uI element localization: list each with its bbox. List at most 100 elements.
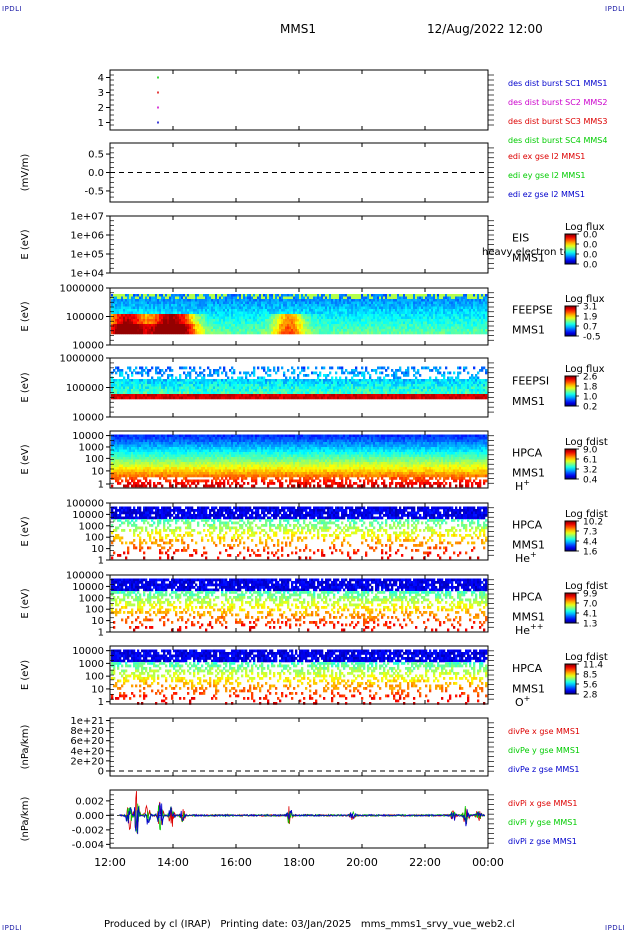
y-tick-label: 2 <box>98 103 104 114</box>
spacecraft-label: MMS1 <box>512 467 545 480</box>
colorbar-tick-label: 8.5 <box>583 671 597 681</box>
y-tick-label: 100000 <box>66 383 104 394</box>
y-axis-label: E (eV) <box>20 444 31 474</box>
legend-des-dist-burst-sc2-mms2: des dist burst SC2 MMS2 <box>508 98 607 107</box>
colorbar-tick-label: 1.9 <box>583 313 598 323</box>
y-tick-label: 4 <box>98 73 104 84</box>
legend-divpi-z-gse-mms1: divPi z gse MMS1 <box>508 837 577 846</box>
y-tick-label: 8e+20 <box>70 726 104 737</box>
heatmap-cells <box>111 294 488 335</box>
colorbar-tick-label: 7.3 <box>583 528 597 538</box>
colorbar-tick-label: 3.2 <box>583 466 597 476</box>
instrument-label: FEEPSE <box>512 304 553 317</box>
burst-marker <box>157 121 159 124</box>
datetime-title: 12/Aug/2022 12:00 <box>427 22 543 36</box>
burst-marker <box>157 91 159 94</box>
legend-divpi-x-gse-mms1: divPi x gse MMS1 <box>508 799 577 808</box>
y-tick-label: 1 <box>98 697 104 708</box>
legend-edi-ex-gse-l2-mms1: edi ex gse l2 MMS1 <box>508 152 585 161</box>
colorbar <box>564 520 577 552</box>
corner-label-bottom-left: IPDLI <box>2 924 23 932</box>
colorbar-tick-label: 1.8 <box>583 383 598 393</box>
y-tick-label: 0.0 <box>88 168 104 179</box>
colorbar-tick-label: 6.1 <box>583 456 597 466</box>
colorbar-tick-label: 11.4 <box>583 661 603 671</box>
instrument-label: HPCA <box>512 662 543 675</box>
instrument-label: FEEPSI <box>512 375 549 388</box>
species-label: H+ <box>515 478 530 493</box>
y-tick-label: 1e+06 <box>70 231 104 242</box>
colorbar-title: Log flux <box>565 222 605 233</box>
y-tick-label: 100 <box>85 533 104 544</box>
colorbar-tick-label: 4.4 <box>583 538 598 548</box>
y-tick-label: 0.000 <box>75 811 104 822</box>
y-axis-label: (nPa/km) <box>20 797 31 842</box>
heatmap-cells <box>111 434 488 488</box>
x-tick-label: 00:00 <box>472 856 504 869</box>
colorbar-tick-label: 7.0 <box>583 600 598 610</box>
heatmap-cells <box>111 506 488 560</box>
colorbar-tick-label: 2.8 <box>583 691 598 701</box>
y-tick-label: 3 <box>98 88 104 99</box>
species-label: He+ <box>515 550 537 565</box>
y-tick-label: 10 <box>91 684 104 695</box>
legend-divpe-x-gse-mms1: divPe x gse MMS1 <box>508 727 580 736</box>
y-tick-label: 0.5 <box>88 150 104 161</box>
heatmap-cells <box>111 649 488 705</box>
spacecraft-label: MMS1 <box>512 539 545 552</box>
y-tick-label: 1e+04 <box>70 269 104 280</box>
y-tick-label: 100000 <box>66 312 104 323</box>
overlay-text: heavy electron to <box>482 247 570 258</box>
footer-credit: Produced by cl (IRAP) Printing date: 03/… <box>104 919 515 930</box>
legend-des-dist-burst-sc3-mms3: des dist burst SC3 MMS3 <box>508 117 607 126</box>
colorbar-tick-label: 1.0 <box>583 393 598 403</box>
x-tick-label: 12:00 <box>94 856 126 869</box>
colorbar <box>564 305 577 337</box>
colorbar-tick-label: 9.9 <box>583 590 598 600</box>
y-axis-label: E (eV) <box>20 372 31 402</box>
heatmap-cells <box>111 366 488 400</box>
colorbar-tick-label: 0.0 <box>583 261 598 271</box>
colorbar-tick-label: 1.6 <box>583 548 598 558</box>
panel-frame-divpi <box>109 789 489 849</box>
colorbar <box>564 592 577 624</box>
y-tick-label: 10000 <box>72 431 104 442</box>
corner-label-top-right: IPDLI <box>605 5 626 13</box>
colorbar-tick-label: 2.6 <box>583 373 598 383</box>
x-tick-label: 22:00 <box>409 856 441 869</box>
colorbar-tick-label: -0.5 <box>583 333 601 343</box>
x-tick-label: 20:00 <box>346 856 378 869</box>
y-tick-label: 1 <box>98 118 104 129</box>
y-axis-label: E (eV) <box>20 301 31 331</box>
y-tick-label: 1e+07 <box>70 212 104 223</box>
species-label: O+ <box>515 694 530 709</box>
colorbar-tick-label: 3.1 <box>583 303 597 313</box>
y-tick-label: -0.002 <box>72 825 104 836</box>
x-tick-label: 14:00 <box>157 856 189 869</box>
y-tick-label: 0 <box>98 766 104 777</box>
heatmap-cells <box>111 578 488 632</box>
y-tick-label: 10 <box>91 466 104 477</box>
panel-frame-divpe <box>109 717 489 777</box>
y-tick-label: 6e+20 <box>70 736 104 747</box>
colorbar-title: Log flux <box>565 294 605 305</box>
colorbar-title: Log fdist <box>565 581 608 592</box>
corner-label-top-left: IPDLI <box>2 5 23 13</box>
colorbar-tick-label: 0.7 <box>583 323 597 333</box>
y-tick-label: 100 <box>85 605 104 616</box>
burst-marker <box>157 106 159 109</box>
legend-edi-ez-gse-l2-mms1: edi ez gse l2 MMS1 <box>508 190 585 199</box>
legend-divpe-y-gse-mms1: divPe y gse MMS1 <box>508 746 580 755</box>
y-tick-label: 10000 <box>72 510 104 521</box>
y-axis-label: E (eV) <box>20 229 31 259</box>
y-tick-label: 10 <box>91 544 104 555</box>
y-tick-label: 1e+21 <box>70 716 104 727</box>
series-line-divpi-x-gse-mms1 <box>119 791 485 834</box>
instrument-label: EIS <box>512 232 529 245</box>
legend-edi-ey-gse-l2-mms1: edi ey gse l2 MMS1 <box>508 171 586 180</box>
colorbar-tick-label: 10.2 <box>583 518 603 528</box>
instrument-label: HPCA <box>512 447 543 460</box>
y-tick-label: 10000 <box>72 582 104 593</box>
y-tick-label: 1000 <box>79 593 104 604</box>
